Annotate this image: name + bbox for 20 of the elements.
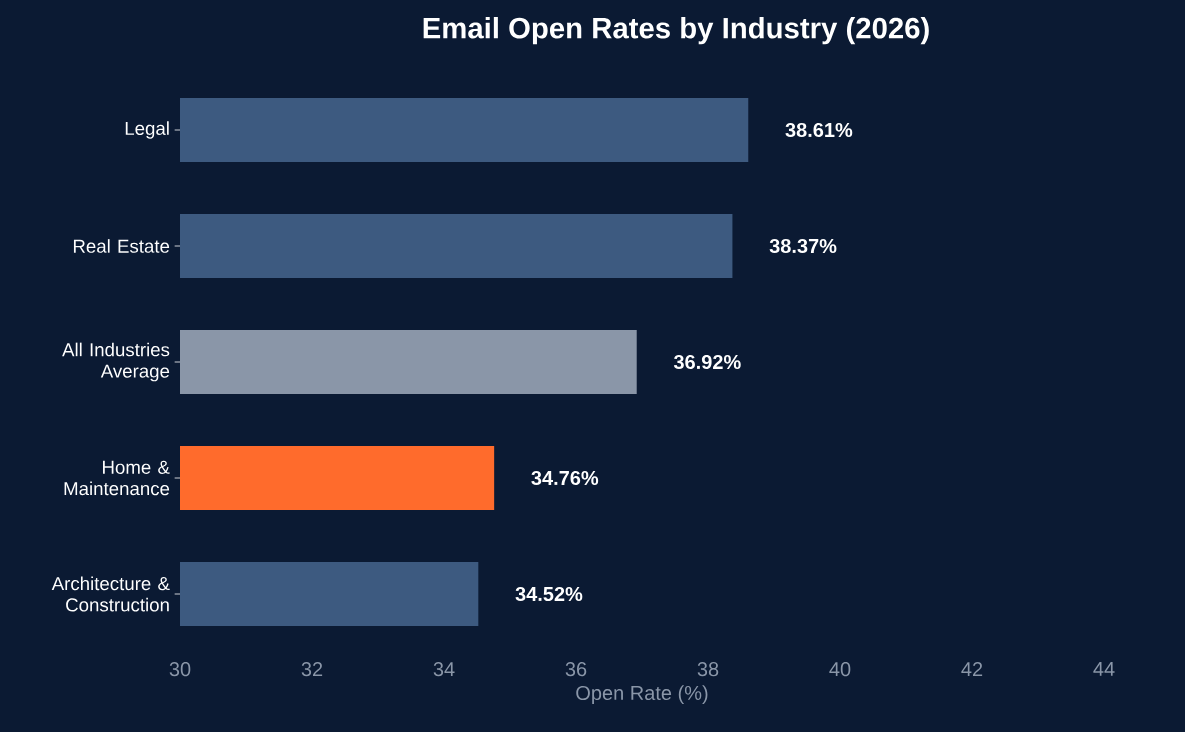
x-tick-label: 36	[565, 662, 587, 677]
x-tick-label: 38	[697, 662, 719, 677]
x-tick-label: 42	[961, 662, 983, 677]
data-label: 38.61%	[785, 122, 853, 138]
y-tick-label: Home & Maintenance	[64, 460, 170, 496]
y-tick-label: Real Estate	[73, 239, 170, 253]
data-label: 36.92%	[673, 354, 741, 370]
chart-title: Email Open Rates by Industry (2026)	[423, 16, 929, 45]
x-tick-label: 32	[301, 662, 323, 677]
y-tick-label: Architecture & Construction	[51, 576, 170, 612]
x-tick-label: 44	[1093, 662, 1115, 676]
x-tick-label: 30	[169, 662, 191, 677]
x-axis-title: Open Rate (%)	[576, 685, 708, 704]
data-label: 34.76%	[531, 470, 599, 486]
data-label: 34.52%	[515, 586, 583, 602]
y-tick-label: Legal	[125, 121, 169, 139]
x-tick-label: 40	[829, 662, 851, 677]
x-tick-label: 34	[433, 662, 455, 677]
data-label: 38.37%	[769, 238, 837, 254]
y-tick-label: All Industries Average	[62, 342, 170, 382]
